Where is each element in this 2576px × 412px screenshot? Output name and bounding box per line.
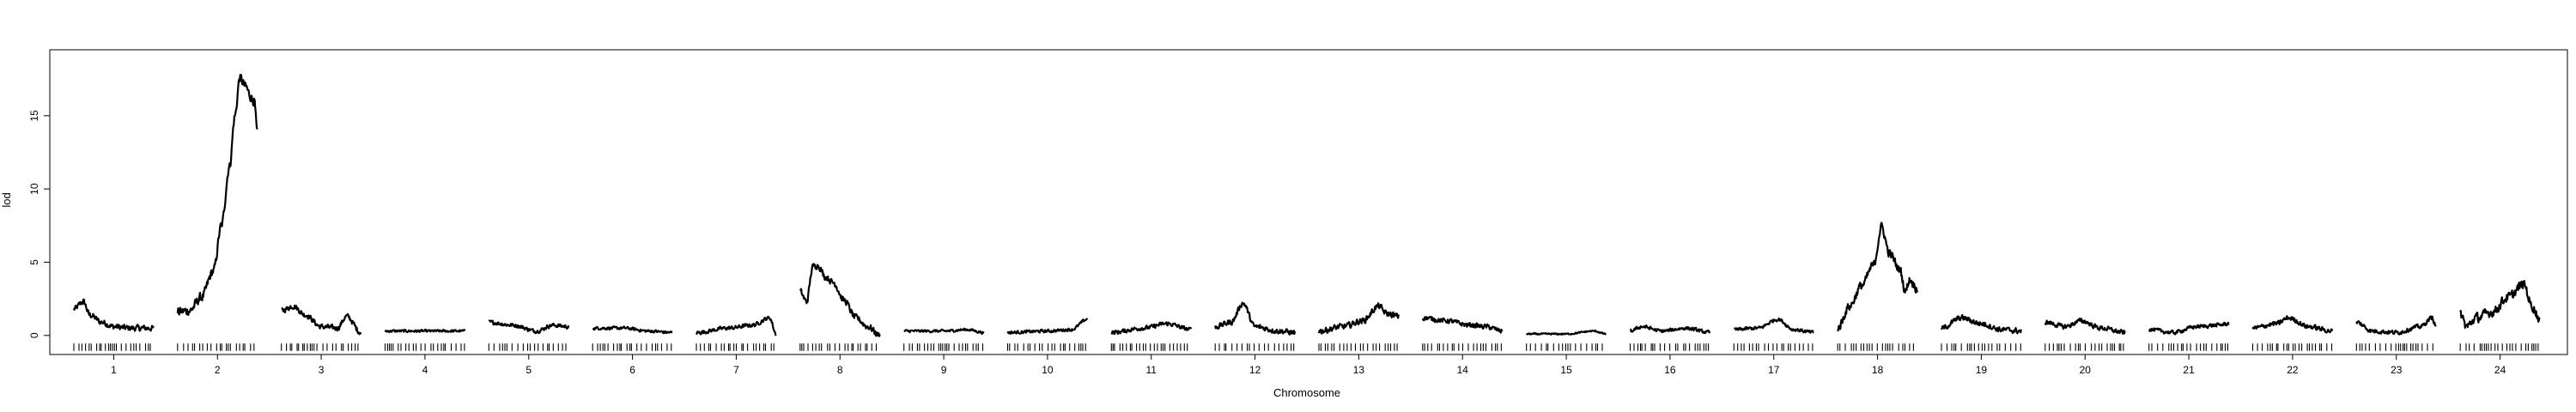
chromosome-label-8: 8 bbox=[837, 364, 843, 376]
chromosome-label-24: 24 bbox=[2494, 364, 2506, 376]
marker-rug-chr-12 bbox=[1214, 343, 1295, 351]
chromosome-label-3: 3 bbox=[319, 364, 325, 376]
chromosome-label-22: 22 bbox=[2287, 364, 2299, 376]
chromosome-label-17: 17 bbox=[1768, 364, 1780, 376]
marker-rug-chr-11 bbox=[1110, 343, 1188, 351]
marker-rug-chr-9 bbox=[903, 343, 984, 351]
lod-curve-chr-14 bbox=[1421, 316, 1504, 334]
chromosome-label-16: 16 bbox=[1664, 364, 1676, 376]
marker-rug-chr-24 bbox=[2459, 343, 2539, 351]
lod-curve-chr-21 bbox=[2148, 321, 2230, 336]
lod-curve-chr-16 bbox=[1629, 324, 1711, 335]
lod-curve-chr-3 bbox=[281, 304, 362, 336]
chromosome-label-5: 5 bbox=[526, 364, 532, 376]
chromosome-label-18: 18 bbox=[1872, 364, 1884, 376]
lod-curve-chr-6 bbox=[592, 325, 673, 335]
marker-rug-chr-17 bbox=[1733, 343, 1814, 351]
lod-curve-chr-23 bbox=[2355, 315, 2437, 336]
lod-curve-chr-9 bbox=[903, 327, 985, 336]
chromosome-label-1: 1 bbox=[111, 364, 117, 376]
x-axis: 1 2 3 4 5 6 7 8 9 10 11 12 13 14 15 16 17 18 19 20 21 22 23 24 bbox=[111, 354, 2506, 376]
marker-rug-chr-3 bbox=[281, 343, 359, 351]
lod-curve-chr-8 bbox=[799, 263, 881, 337]
y-axis-label: lod bbox=[0, 192, 13, 207]
chromosome-label-2: 2 bbox=[215, 364, 221, 376]
lod-curve-chr-18 bbox=[1837, 221, 1919, 332]
lod-curve-chr-10 bbox=[1006, 318, 1089, 335]
plot-frame bbox=[49, 49, 2568, 355]
marker-rug-chr-14 bbox=[1422, 343, 1502, 351]
lod-curve-chr-19 bbox=[1941, 313, 2022, 335]
y-tick-label: 15 bbox=[28, 110, 40, 122]
lod-curve-chr-15 bbox=[1525, 329, 1607, 336]
lod-curve-chr-17 bbox=[1733, 317, 1814, 334]
lod-curves bbox=[72, 73, 2541, 337]
lod-curve-chr-12 bbox=[1214, 301, 1297, 336]
chromosome-label-21: 21 bbox=[2183, 364, 2195, 376]
chromosome-label-15: 15 bbox=[1560, 364, 1572, 376]
marker-rug-chr-19 bbox=[1941, 343, 2021, 351]
lod-curve-chr-20 bbox=[2044, 318, 2126, 335]
marker-rug-chr-8 bbox=[799, 343, 878, 351]
marker-rug-chr-15 bbox=[1526, 343, 1603, 351]
y-tick-label: 10 bbox=[28, 183, 40, 195]
marker-rug-chr-4 bbox=[384, 343, 465, 351]
marker-rug-chr-22 bbox=[2251, 343, 2333, 351]
lod-curve-chr-2 bbox=[176, 73, 258, 317]
chromosome-label-20: 20 bbox=[2080, 364, 2092, 376]
chromosome-label-4: 4 bbox=[422, 364, 428, 376]
chromosome-label-10: 10 bbox=[1042, 364, 1054, 376]
lod-curve-chr-11 bbox=[1110, 321, 1193, 336]
chromosome-label-13: 13 bbox=[1353, 364, 1365, 376]
marker-rug-chr-5 bbox=[488, 343, 567, 351]
marker-rug-chr-13 bbox=[1318, 343, 1398, 351]
marker-rug-chr-18 bbox=[1837, 343, 1914, 351]
x-axis-label: Chromosome bbox=[1273, 386, 1340, 399]
marker-rug-chr-23 bbox=[2355, 343, 2433, 351]
chromosome-label-23: 23 bbox=[2391, 364, 2403, 376]
chromosome-label-9: 9 bbox=[941, 364, 947, 376]
lod-curve-chr-1 bbox=[72, 298, 155, 332]
chromosome-label-14: 14 bbox=[1457, 364, 1469, 376]
lod-curve-chr-22 bbox=[2251, 315, 2334, 334]
chromosome-label-6: 6 bbox=[629, 364, 635, 376]
marker-rug-chr-7 bbox=[696, 343, 775, 351]
y-axis: 0 5 10 15 bbox=[28, 110, 50, 338]
lod-curve-chr-13 bbox=[1317, 302, 1400, 335]
lod-curve-chr-4 bbox=[384, 328, 466, 333]
marker-rug-chr-21 bbox=[2148, 343, 2229, 351]
lod-curve-chr-24 bbox=[2459, 280, 2541, 330]
lod-curve-chr-5 bbox=[488, 319, 570, 335]
marker-rug-chr-10 bbox=[1006, 343, 1086, 351]
chromosome-label-11: 11 bbox=[1146, 364, 1157, 376]
chromosome-label-7: 7 bbox=[733, 364, 739, 376]
chromosome-label-12: 12 bbox=[1249, 364, 1261, 376]
marker-rug-chr-20 bbox=[2044, 343, 2124, 351]
marker-rug-chr-16 bbox=[1629, 343, 1710, 351]
y-tick-label: 5 bbox=[28, 259, 40, 265]
chromosome-label-19: 19 bbox=[1976, 364, 1988, 376]
lod-curve-chr-7 bbox=[696, 315, 777, 336]
marker-rug-chr-6 bbox=[592, 343, 672, 351]
y-tick-label: 0 bbox=[28, 332, 40, 338]
marker-rug-chr-2 bbox=[177, 343, 255, 351]
plot-area bbox=[49, 49, 2568, 355]
marker-rug bbox=[73, 343, 2539, 351]
marker-rug-chr-1 bbox=[73, 343, 151, 351]
